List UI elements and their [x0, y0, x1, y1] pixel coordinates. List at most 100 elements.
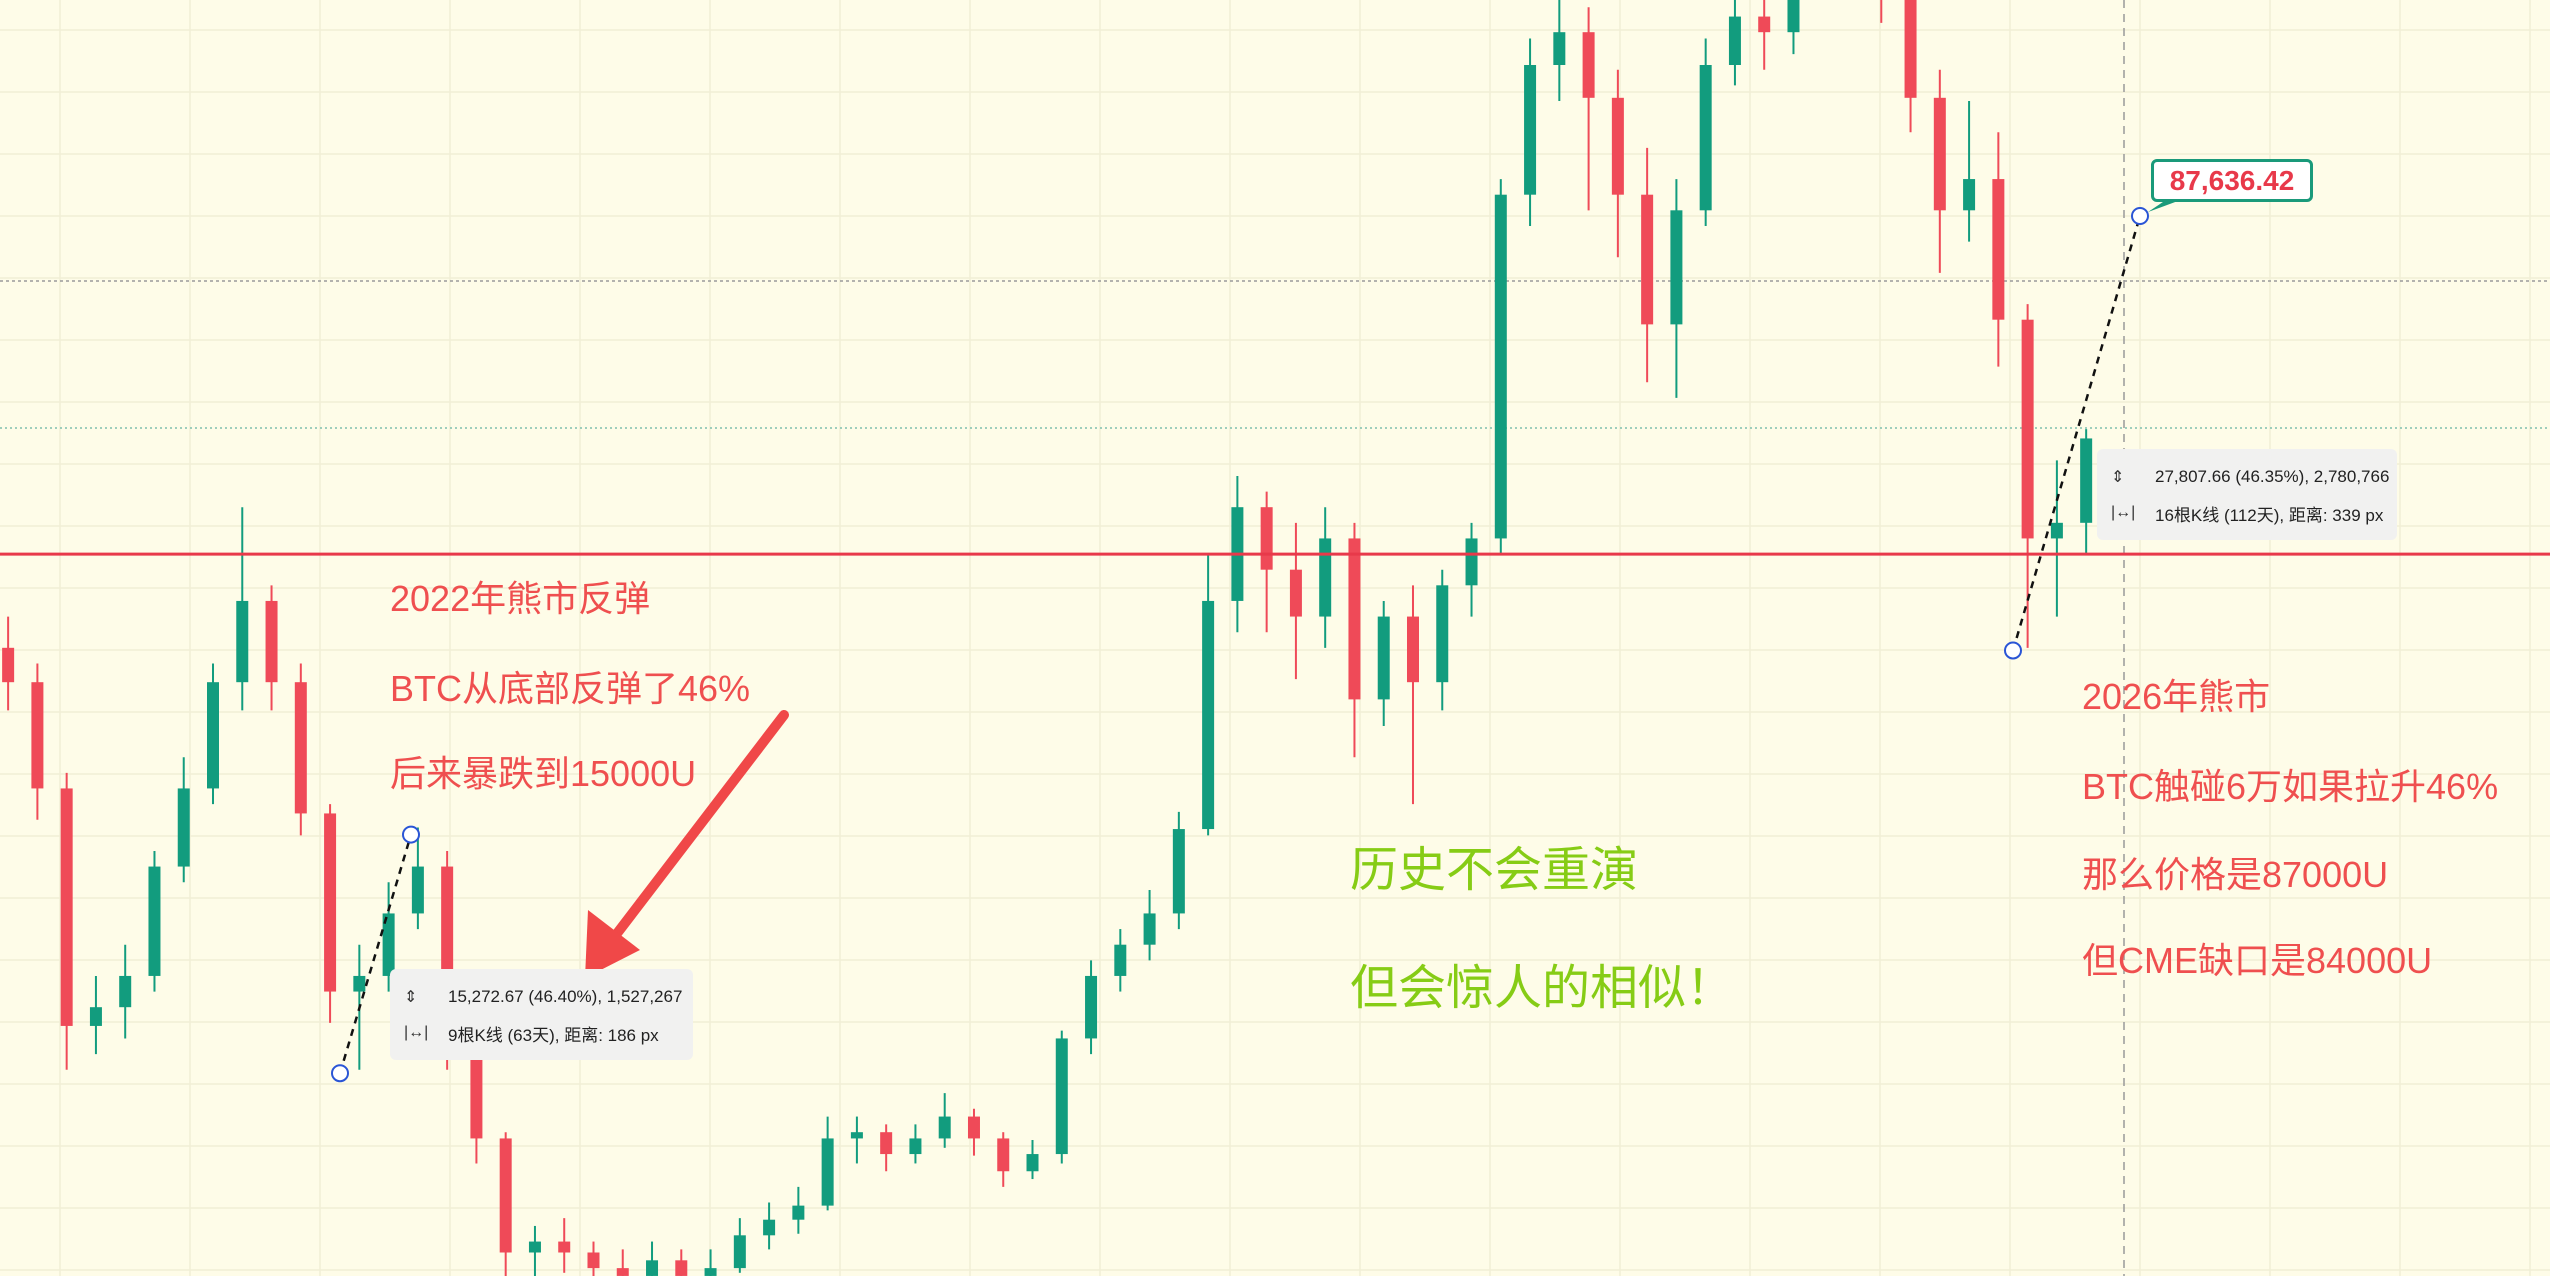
candle-body — [1055, 1038, 1068, 1155]
candle-body — [177, 788, 190, 867]
candle-body — [1553, 32, 1566, 65]
candle — [1289, 522, 1302, 680]
candle — [1260, 491, 1273, 633]
candle — [1406, 585, 1419, 805]
candle-body — [909, 1138, 922, 1155]
candle — [1699, 38, 1712, 226]
candle-body — [2050, 522, 2063, 539]
candle-body — [324, 813, 337, 992]
candle — [1641, 147, 1654, 383]
candle-body — [31, 682, 44, 789]
candle — [558, 1218, 571, 1273]
candle-body — [675, 1260, 688, 1276]
annotation-right-1[interactable]: 2026年熊市 — [2082, 676, 2271, 717]
candle-body — [558, 1241, 571, 1253]
candle-body — [938, 1116, 951, 1139]
candle — [2, 616, 15, 711]
candle — [997, 1132, 1010, 1187]
candle — [1933, 69, 1946, 273]
measure-handle-left-start[interactable] — [331, 1064, 349, 1083]
candle — [1172, 811, 1185, 930]
candle-body — [1348, 538, 1361, 700]
candle — [148, 850, 161, 992]
annotation-left-3[interactable]: 后来暴跌到15000U — [390, 753, 697, 794]
measure-handle-right-end[interactable] — [2131, 207, 2149, 225]
candle-body — [733, 1235, 746, 1269]
candle-body — [470, 1038, 483, 1139]
candle — [236, 507, 249, 711]
candle — [1787, 0, 1800, 55]
candle — [1670, 179, 1683, 398]
candle-body — [850, 1132, 863, 1139]
candle — [2080, 429, 2093, 555]
price-label[interactable]: 87,636.42 — [2151, 159, 2313, 202]
candle — [31, 663, 44, 820]
candle — [733, 1218, 746, 1273]
candle — [207, 663, 220, 805]
candle — [1582, 7, 1595, 211]
annotation-left-2[interactable]: BTC从底部反弹了46% — [390, 668, 751, 709]
candles — [2, 0, 2093, 1276]
candle — [177, 757, 190, 883]
candle-body — [499, 1138, 512, 1253]
candle-body — [1085, 975, 1098, 1039]
candle-body — [207, 682, 220, 789]
candle-body — [1114, 944, 1127, 976]
candle — [1085, 960, 1098, 1055]
measure-line-right[interactable] — [2011, 215, 2142, 651]
candle-body — [1933, 97, 1946, 211]
candle-body — [1143, 913, 1156, 945]
candle-body — [60, 788, 73, 1026]
candle — [1465, 522, 1478, 617]
measure-box-right: ⇕ 27,807.66 (46.35%), 2,780,766 |↔| 16根K线 … — [2097, 449, 2397, 540]
candle-body — [411, 866, 424, 914]
candle-body — [1641, 194, 1654, 325]
candle-body — [119, 975, 132, 1008]
candle — [1202, 554, 1215, 836]
candle — [1992, 132, 2005, 367]
candle-body — [382, 913, 395, 976]
red-arrow[interactable] — [585, 710, 789, 978]
candle-body — [1436, 585, 1449, 683]
annotation-middle-1[interactable]: 历史不会重演 — [1350, 844, 1639, 897]
candle — [499, 1132, 512, 1276]
candle-body — [89, 1007, 102, 1026]
candle-body — [1992, 179, 2005, 320]
annotation-right-3[interactable]: 那么价格是87000U — [2082, 854, 2389, 895]
candle — [324, 804, 337, 1023]
annotation-middle-2[interactable]: 但会惊人的相似！ — [1350, 962, 1735, 1015]
candle — [1758, 0, 1771, 70]
candle — [763, 1202, 776, 1250]
annotation-right-2[interactable]: BTC触碰6万如果拉升46% — [2082, 766, 2499, 807]
candle — [1114, 929, 1127, 992]
candle-body — [2021, 319, 2034, 539]
candle-body — [528, 1241, 541, 1253]
annotation-right-4[interactable]: 但CME缺口是84000U — [2082, 940, 2433, 981]
candle — [850, 1116, 863, 1164]
candle-body — [967, 1116, 980, 1139]
candle — [1553, 0, 1566, 101]
candle-body — [1611, 97, 1624, 195]
candle — [646, 1241, 659, 1276]
candle-body — [1963, 179, 1976, 211]
annotation-left-1[interactable]: 2022年熊市反弹 — [390, 578, 651, 619]
candle — [792, 1186, 805, 1234]
candle — [704, 1249, 717, 1276]
candle-body — [236, 600, 249, 683]
candle-body — [1289, 569, 1302, 617]
candle-body — [792, 1205, 805, 1220]
measure-line-left[interactable] — [338, 834, 413, 1074]
measure-left-line1: 15,272.67 (46.40%), 1,527,267 — [448, 987, 683, 1006]
candle — [616, 1249, 629, 1276]
candle-body — [616, 1268, 629, 1276]
measure-handle-right-start[interactable] — [2004, 641, 2022, 660]
candle — [1611, 69, 1624, 258]
candle — [2050, 460, 2063, 617]
candle-body — [1465, 538, 1478, 586]
candle — [1348, 522, 1361, 758]
candle — [411, 827, 424, 930]
candle — [1055, 1030, 1068, 1164]
measure-handle-left-end[interactable] — [402, 825, 420, 844]
candle-body — [1406, 616, 1419, 683]
